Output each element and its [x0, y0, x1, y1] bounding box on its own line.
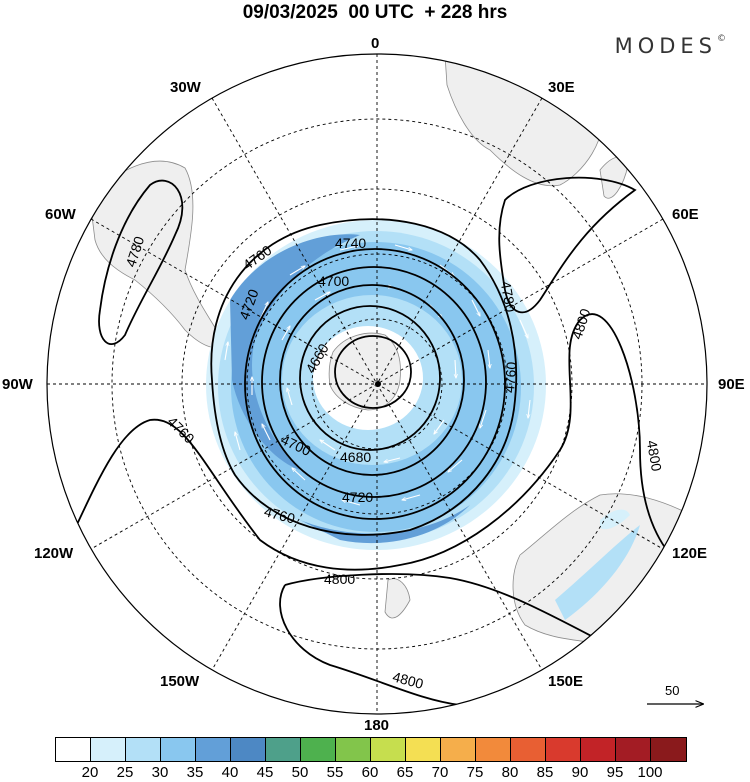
colorbar-swatch — [196, 738, 231, 761]
colorbar-swatch — [406, 738, 441, 761]
contour-label: 4760 — [501, 361, 520, 394]
colorbar-tick-label: 45 — [256, 764, 274, 781]
colorbar-tick-label: 65 — [396, 764, 414, 781]
colorbar-tick-label: 60 — [361, 764, 379, 781]
lon-label-90e: 90E — [718, 376, 745, 393]
lon-label-120e: 120E — [672, 545, 708, 562]
colorbar-tick-labels: 20 25 30 35 40 45 50 55 60 65 70 75 80 85 90 95 100 — [55, 764, 715, 782]
colorbar-swatch — [266, 738, 301, 761]
contour-label: 4800 — [391, 668, 425, 692]
lon-label-150e: 150E — [548, 673, 584, 690]
colorbar-tick-label: 85 — [536, 764, 554, 781]
map-boundary — [46, 53, 708, 715]
contour-label: 4680 — [340, 449, 371, 465]
colorbar-swatch — [91, 738, 126, 761]
colorbar-swatch — [126, 738, 161, 761]
lon-label-90w: 90W — [2, 376, 33, 393]
reference-arrow-icon — [647, 683, 707, 709]
contour-label: 4760 — [262, 503, 296, 527]
map-title: 09/03/2025 00 UTC + 228 hrs — [242, 2, 508, 23]
lon-label-60w: 60W — [45, 206, 76, 223]
colorbar-swatch — [441, 738, 476, 761]
lon-label-30w: 30W — [170, 79, 201, 96]
colorbar-tick-label: 90 — [571, 764, 589, 781]
contour-label: 4800 — [569, 306, 594, 341]
colorbar-tick-label: 75 — [466, 764, 484, 781]
contour-label: 4760 — [164, 413, 197, 446]
colorbar-tick-label: 20 — [81, 764, 99, 781]
colorbar-swatch — [336, 738, 371, 761]
wind-speed-colorbar — [55, 737, 687, 762]
colorbar-swatch — [651, 738, 686, 761]
brand-name: MODES — [614, 34, 717, 58]
colorbar-swatch — [476, 738, 511, 761]
africa-landmass — [444, 54, 603, 187]
lon-label-180: 180 — [364, 717, 390, 734]
colorbar-swatch — [546, 738, 581, 761]
colorbar-tick-label: 25 — [116, 764, 134, 781]
lon-label-60e: 60E — [672, 206, 699, 223]
colorbar-tick-label: 55 — [326, 764, 344, 781]
contour-label: 4800 — [324, 571, 355, 587]
reference-vector-label: 50 — [665, 683, 680, 698]
colorbar-tick-label: 100 — [637, 764, 663, 781]
colorbar-swatch — [161, 738, 196, 761]
colorbar-tick-label: 70 — [431, 764, 449, 781]
colorbar-tick-label: 95 — [606, 764, 624, 781]
colorbar-tick-label: 35 — [186, 764, 204, 781]
colorbar-swatch — [616, 738, 651, 761]
south-pole-marker — [375, 381, 381, 387]
contour-label: 4780 — [498, 280, 519, 314]
lon-label-30e: 30E — [548, 79, 575, 96]
contour-label: 4720 — [342, 489, 373, 505]
contour-label: 4800 — [644, 439, 665, 473]
contour-label: 4700 — [318, 273, 349, 289]
colorbar-swatch — [581, 738, 616, 761]
colorbar-tick-label: 30 — [151, 764, 169, 781]
lon-label-0: 0 — [371, 35, 380, 52]
colorbar-swatch — [301, 738, 336, 761]
lon-label-120w: 120W — [34, 545, 74, 562]
colorbar-tick-label: 40 — [221, 764, 239, 781]
colorbar-swatch — [56, 738, 91, 761]
brand-logo: MODES© — [615, 34, 726, 58]
colorbar-swatch — [231, 738, 266, 761]
colorbar-swatch — [511, 738, 546, 761]
lon-label-150w: 150W — [160, 673, 200, 690]
copyright-mark: © — [717, 34, 726, 44]
colorbar-swatch — [371, 738, 406, 761]
new-zealand-landmass — [384, 578, 411, 619]
colorbar-tick-label: 50 — [291, 764, 309, 781]
reference-vector: 50 — [645, 683, 707, 709]
madagascar-landmass — [599, 156, 629, 199]
geopotential-contours — [59, 176, 701, 706]
colorbar-tick-label: 80 — [501, 764, 519, 781]
contour-label: 4740 — [335, 235, 366, 251]
